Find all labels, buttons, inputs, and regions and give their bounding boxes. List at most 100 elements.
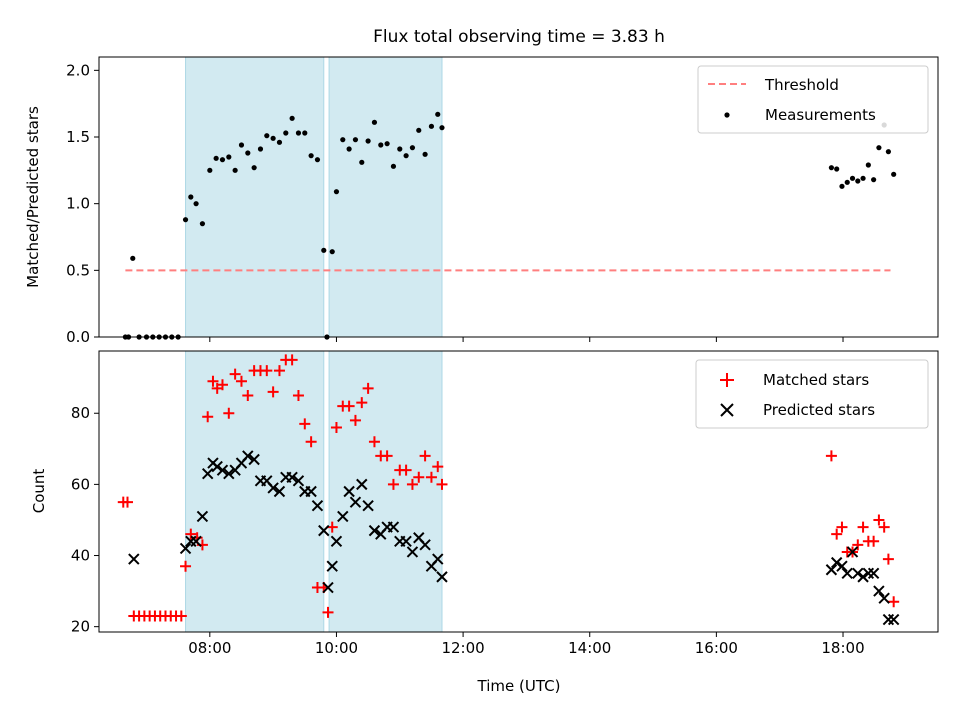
measurement-point — [828, 165, 835, 171]
matched-star-point — [180, 560, 192, 572]
predicted-star-point — [419, 539, 431, 551]
predicted-star-point — [857, 571, 869, 583]
predicted-star-point — [292, 475, 305, 487]
top-axis-ticks: 0.0 0.5 1.0 1.5 2.0 — [66, 61, 844, 346]
matched-star-point — [406, 478, 418, 490]
top-y-tick-label: 0.5 — [66, 261, 90, 279]
predicted-star-point — [387, 521, 400, 533]
predicted-star-point — [432, 553, 444, 565]
matched-star-point — [381, 450, 393, 462]
measurement-point — [834, 166, 840, 172]
bottom-panel: 08:00 10:00 12:00 14:00 16:00 18:00 20 40 60 80 C… — [30, 350, 939, 695]
predicted-star-point — [322, 581, 334, 594]
measurement-point — [199, 221, 206, 227]
matched-star-point — [868, 535, 880, 547]
predicted-star-point — [400, 535, 412, 548]
matched-star-point — [878, 521, 890, 533]
predicted-star-point — [305, 485, 317, 498]
measurement-point — [182, 217, 189, 223]
measurement-point — [321, 247, 327, 253]
predicted-star-point — [368, 524, 381, 537]
measurement-point — [219, 157, 226, 163]
matched-star-point — [261, 365, 273, 377]
measurement-point — [378, 142, 384, 148]
measurement-point — [855, 178, 861, 184]
predicted-star-point — [343, 485, 355, 498]
matched-star-point — [185, 528, 197, 540]
bottom-y-tick-label: 20 — [71, 618, 90, 636]
matched-star-point — [273, 365, 285, 377]
matched-star-point — [888, 596, 900, 608]
top-legend-box — [697, 65, 929, 134]
predicted-star-point — [825, 564, 838, 576]
measurement-point — [295, 130, 302, 136]
measurement-point — [188, 194, 194, 200]
predicted-star-point — [878, 592, 890, 604]
predicted-star-point — [830, 556, 843, 569]
matched-star-point — [292, 389, 304, 401]
predicted-star-point — [201, 468, 214, 480]
predicted-star-point — [887, 613, 900, 626]
measurement-point — [276, 139, 283, 145]
predicted-star-point — [223, 468, 235, 480]
matched-star-point — [368, 436, 380, 448]
measurement-point — [371, 119, 378, 125]
predicted-star-point — [286, 471, 298, 483]
matched-star-point — [121, 496, 133, 508]
measurement-point — [390, 163, 397, 169]
measurement-point — [871, 177, 877, 183]
measurement-point — [193, 201, 199, 207]
measurement-point — [251, 165, 257, 171]
matched-star-point — [356, 397, 368, 409]
matched-star-point — [305, 436, 317, 448]
measurement-point — [245, 150, 251, 156]
matched-star-point — [216, 379, 228, 391]
measurement-point — [314, 157, 321, 163]
matched-star-point — [330, 421, 342, 433]
matched-star-point — [387, 478, 399, 490]
legend-predicted-label: Predicted stars — [763, 401, 875, 419]
measurement-point — [333, 189, 340, 195]
predicted-star-point — [211, 460, 223, 473]
matched-star-point — [202, 411, 214, 423]
predicted-star-point — [436, 571, 448, 583]
measurement-point — [416, 127, 422, 133]
matched-star-point — [836, 521, 848, 533]
measurement-point — [257, 146, 264, 152]
bottom-y-axis-label: Count — [30, 469, 48, 514]
bottom-plot-frame — [98, 350, 939, 633]
predicted-star-point — [337, 510, 349, 523]
x-axis-label: Time (UTC) — [477, 677, 561, 695]
matched-star-point — [207, 375, 219, 387]
measurement-point — [409, 145, 416, 151]
matched-star-point — [242, 389, 254, 401]
measurement-point — [352, 137, 359, 143]
predicted-star-point — [179, 542, 192, 555]
matched-star-point — [436, 478, 448, 490]
measurement-point — [365, 138, 371, 144]
bottom-axis-ticks: 08:00 10:00 12:00 14:00 16:00 18:00 20 40 60 80 — [71, 404, 865, 657]
measurement-point — [130, 255, 136, 261]
measurement-point — [876, 145, 882, 151]
x-tick-label: 10:00 — [315, 639, 358, 657]
measurement-point — [232, 167, 238, 173]
predicted-star-point — [836, 560, 848, 572]
measurement-point — [839, 183, 845, 189]
predicted-star-point — [242, 450, 254, 462]
predicted-star-point — [846, 546, 859, 558]
legend-measurements-swatch — [724, 112, 730, 118]
measurement-point — [302, 130, 308, 136]
matched-star-point — [852, 539, 864, 551]
predicted-star-point — [318, 524, 330, 537]
measurement-point — [289, 115, 295, 121]
x-tick-label: 08:00 — [188, 639, 231, 657]
matched-star-point — [223, 407, 235, 419]
measurement-point — [397, 146, 403, 152]
measurement-point — [340, 137, 346, 143]
bottom-y-tick-label: 80 — [71, 404, 90, 422]
predicted-star-point — [326, 560, 338, 572]
top-shaded-intervals — [185, 56, 443, 338]
measurement-point — [226, 154, 232, 160]
measurement-point — [346, 146, 352, 152]
matched-star-point — [362, 382, 374, 394]
